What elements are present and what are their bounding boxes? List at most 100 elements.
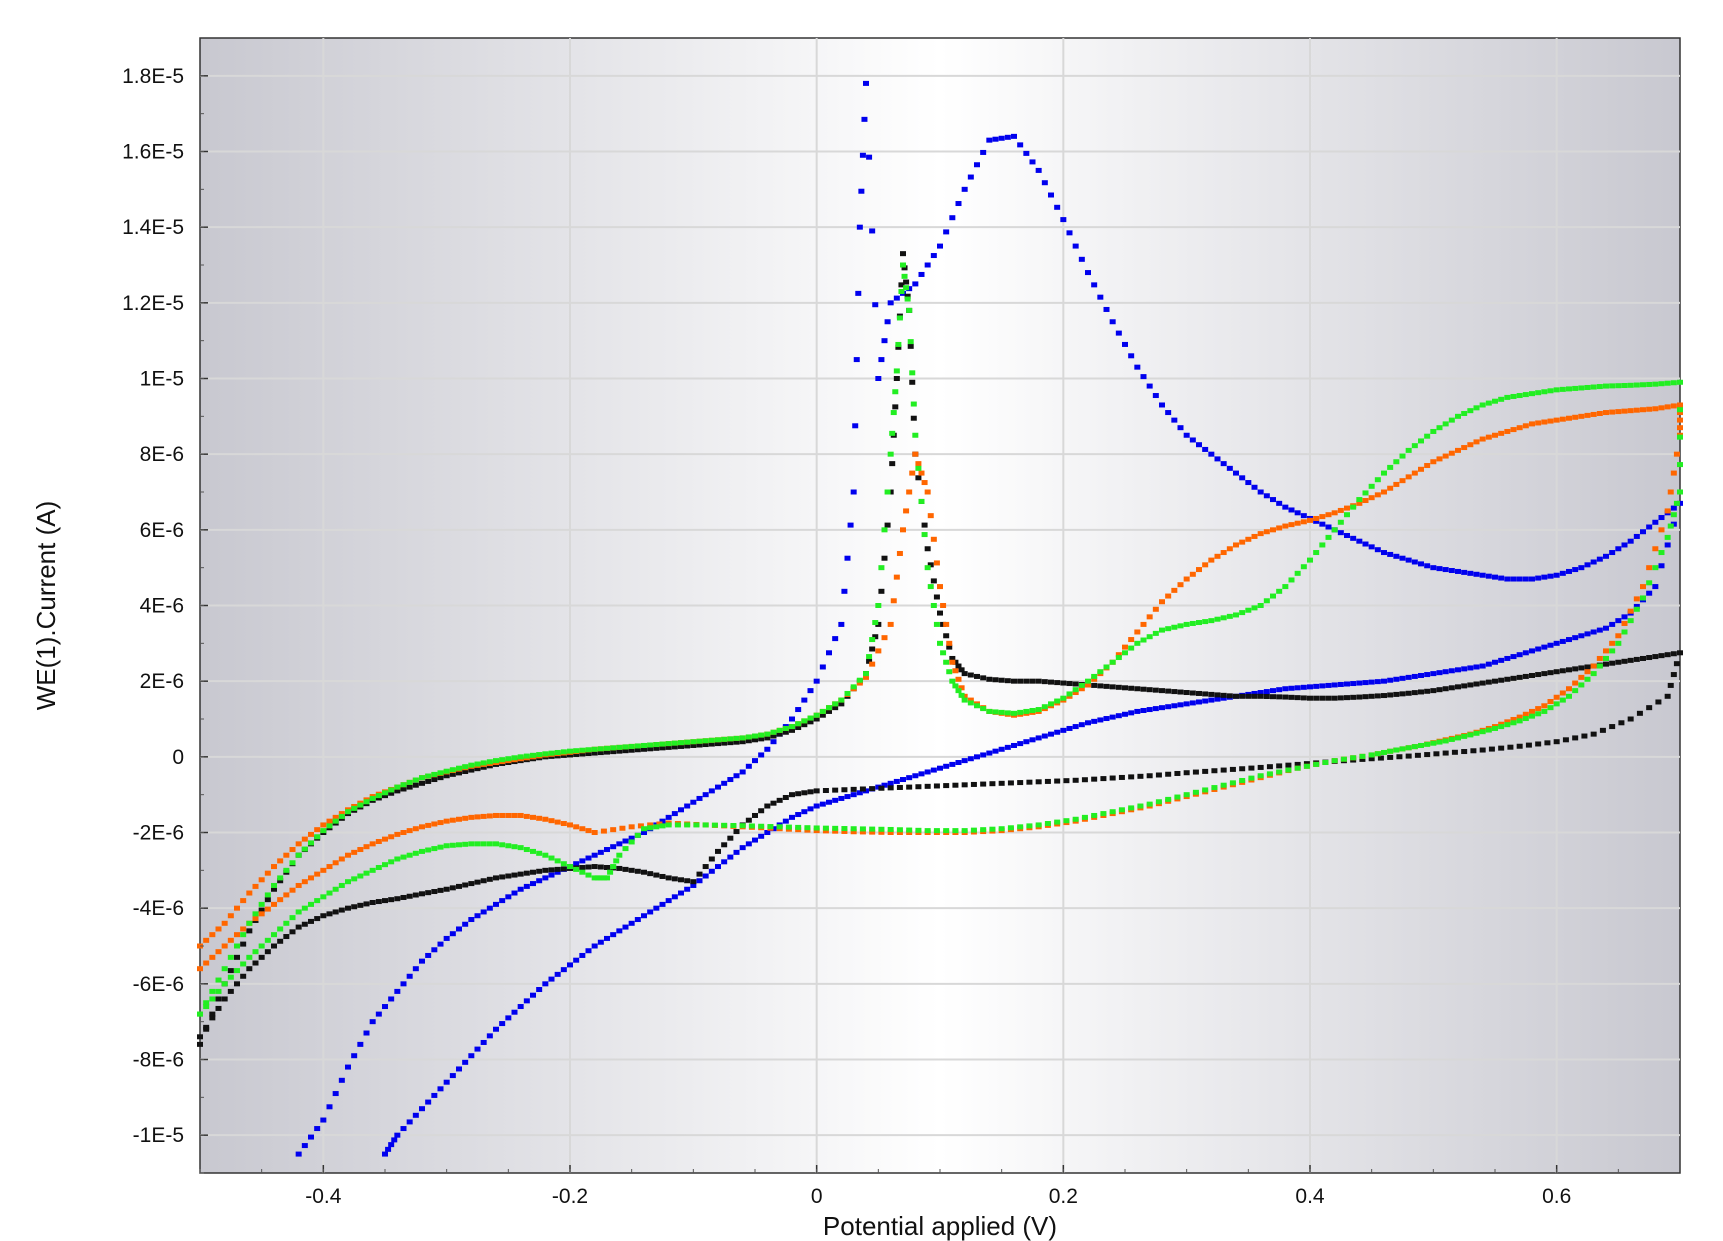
data-point <box>215 949 222 955</box>
data-point <box>1504 722 1511 728</box>
data-point <box>727 835 734 841</box>
data-point <box>499 1021 506 1027</box>
data-point <box>1288 507 1295 513</box>
data-point <box>1263 689 1270 695</box>
data-point <box>881 782 888 788</box>
data-point <box>1017 709 1024 715</box>
data-point <box>739 735 746 741</box>
data-point <box>258 954 265 960</box>
data-point <box>1140 637 1147 643</box>
data-point <box>1399 453 1406 459</box>
data-point <box>1664 508 1671 514</box>
data-point <box>1510 720 1517 726</box>
data-point <box>961 758 968 764</box>
data-point <box>1658 563 1665 569</box>
data-point <box>813 712 820 718</box>
data-point <box>1374 547 1381 553</box>
data-point <box>1652 565 1659 571</box>
data-point <box>517 812 524 818</box>
data-point <box>1596 627 1603 633</box>
data-point <box>961 693 968 699</box>
data-point <box>1146 383 1153 389</box>
data-point <box>616 852 623 858</box>
data-point <box>1633 407 1640 413</box>
data-point <box>745 738 752 744</box>
data-point <box>764 830 771 835</box>
data-point <box>443 818 450 824</box>
data-point <box>1368 544 1375 550</box>
data-point <box>838 795 845 801</box>
data-point <box>1615 383 1622 389</box>
data-point <box>493 1026 499 1032</box>
data-point <box>708 737 715 743</box>
data-point <box>881 635 888 641</box>
x-axis-title: Potential applied (V) <box>823 1211 1057 1241</box>
data-point <box>1603 625 1609 631</box>
data-point <box>554 971 561 977</box>
data-point <box>1368 495 1375 501</box>
data-point <box>659 818 666 824</box>
data-point <box>863 671 869 677</box>
data-point <box>896 784 903 790</box>
data-point <box>1134 640 1141 646</box>
data-point <box>1085 720 1091 726</box>
data-point <box>493 901 499 907</box>
data-point <box>468 762 475 768</box>
data-point <box>585 747 592 753</box>
data-point <box>468 767 475 773</box>
data-point <box>1603 655 1609 661</box>
data-point <box>1572 666 1579 672</box>
data-point <box>1134 629 1141 635</box>
data-point <box>1245 536 1252 542</box>
data-point <box>277 897 284 903</box>
data-point <box>517 1004 524 1010</box>
data-point <box>1004 678 1011 684</box>
data-point <box>1282 523 1289 529</box>
data-point <box>1063 778 1070 784</box>
data-point <box>1109 775 1116 781</box>
data-point <box>1507 744 1514 750</box>
data-point <box>1220 695 1227 701</box>
data-point <box>1498 724 1505 730</box>
data-point <box>628 747 635 753</box>
data-point <box>909 470 916 476</box>
data-point <box>980 706 987 712</box>
data-point <box>1189 690 1196 696</box>
data-point <box>696 795 703 801</box>
data-point <box>579 869 586 875</box>
data-point <box>468 814 475 820</box>
data-point <box>869 646 876 652</box>
data-point <box>1239 475 1246 481</box>
data-point <box>1667 682 1674 688</box>
data-point <box>1633 603 1640 609</box>
data-point <box>252 916 259 922</box>
data-point <box>659 901 666 907</box>
data-point <box>1510 654 1517 660</box>
data-point <box>215 977 222 983</box>
data-point <box>332 860 339 866</box>
data-point <box>678 877 684 883</box>
data-point <box>1424 741 1431 747</box>
data-point <box>234 943 240 949</box>
data-point <box>1115 684 1122 690</box>
data-point <box>937 640 943 646</box>
data-point <box>1029 737 1036 743</box>
data-point <box>1473 571 1480 577</box>
data-point <box>1455 447 1461 453</box>
data-point <box>1430 740 1437 746</box>
data-point <box>1442 738 1449 744</box>
data-point <box>1140 686 1147 692</box>
data-point <box>758 732 765 738</box>
data-point <box>1251 690 1258 696</box>
y-axis-title: WE(1).Current (A) <box>31 501 61 710</box>
data-point <box>739 739 746 745</box>
data-point <box>1208 691 1215 697</box>
data-point <box>1146 773 1153 779</box>
data-point <box>1473 664 1480 670</box>
data-point <box>320 822 327 828</box>
data-point <box>264 870 271 876</box>
data-point <box>1282 504 1289 510</box>
data-point <box>1152 606 1159 612</box>
data-point <box>1618 720 1625 726</box>
data-point <box>1658 550 1665 556</box>
